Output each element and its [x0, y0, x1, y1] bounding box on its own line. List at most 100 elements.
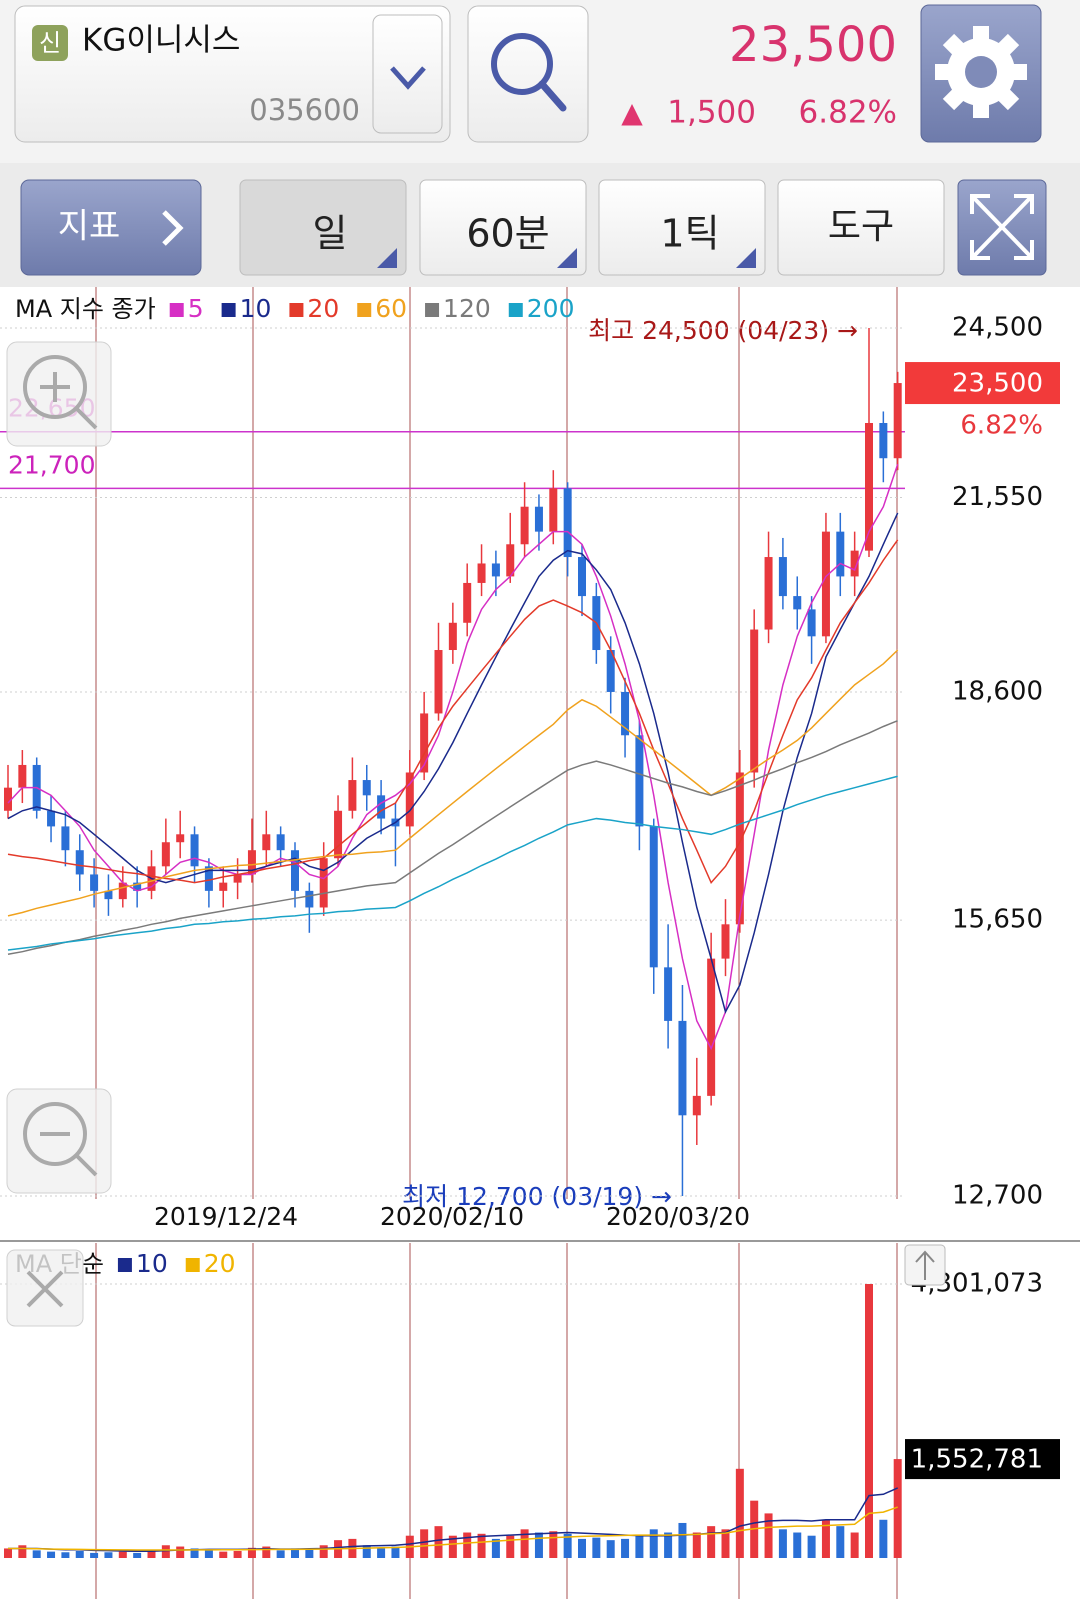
candle-body [305, 890, 314, 908]
y-tick-label: 15,650 [952, 905, 1043, 935]
candle-body [879, 422, 888, 459]
candle-body [807, 609, 816, 637]
price-line-label: 21,700 [8, 450, 95, 479]
search-icon [538, 80, 567, 112]
legend-label: 200 [527, 294, 575, 323]
volume-bar [319, 1545, 328, 1558]
change-arrow: ▲ [621, 96, 643, 129]
candle-body [291, 850, 299, 891]
date-label: 2019/12/24 [154, 1202, 298, 1231]
current-volume-tag [905, 1439, 1060, 1480]
period-button[interactable] [598, 179, 766, 276]
candle-body [678, 1020, 687, 1116]
y-tick-label: 24,500 [952, 313, 1043, 343]
candle-body [750, 629, 759, 773]
candle-body [133, 882, 142, 891]
volume-bar [420, 1529, 429, 1558]
volume-bar [534, 1532, 543, 1558]
volume-bar [865, 1284, 873, 1558]
volume-bar [893, 1459, 902, 1558]
candle-body [664, 967, 673, 1021]
zoom-icon [23, 1102, 87, 1166]
volume-bar [520, 1529, 529, 1558]
candle-body [463, 582, 472, 623]
candle-body [247, 850, 256, 875]
volume-bar [649, 1529, 658, 1558]
candle-body [821, 531, 830, 637]
close-icon [26, 1270, 64, 1308]
candle-body [190, 834, 199, 867]
volume-bar [721, 1529, 730, 1558]
candle-body [578, 557, 586, 597]
volume-ma-line [8, 1506, 898, 1551]
candle-body [18, 764, 27, 788]
price: 23,500 [729, 17, 897, 73]
candle-body [606, 650, 615, 692]
candle-body [448, 622, 457, 651]
period-label: 1틱 [660, 212, 719, 256]
stock-box[interactable] [14, 5, 451, 143]
candle-body [161, 842, 170, 867]
volume-bar [635, 1535, 644, 1558]
expand-icon [970, 194, 1034, 260]
volume-bar [133, 1552, 142, 1558]
dropdown-button[interactable] [372, 14, 443, 134]
candle-body [506, 544, 515, 577]
volume-bar [506, 1535, 515, 1558]
candle-body [434, 650, 443, 714]
zoom-icon [40, 372, 98, 430]
candle-body [75, 850, 84, 875]
candle-body [348, 780, 357, 811]
indicator-button[interactable] [20, 179, 202, 276]
volume-bar [233, 1550, 242, 1558]
candle-body [420, 713, 429, 773]
legend-title: MA 지수 종가 [15, 295, 156, 323]
volume-bar [821, 1519, 830, 1558]
period-button[interactable] [239, 179, 407, 276]
candle-body [865, 422, 873, 551]
indicator-label: 지표 [58, 207, 121, 247]
volume-bar [793, 1532, 802, 1558]
candle-body [477, 563, 486, 583]
candle-body [893, 383, 902, 459]
volume-bar [707, 1526, 716, 1558]
ma-line [7, 649, 899, 917]
candle-body [362, 780, 371, 796]
ma-line [7, 719, 898, 956]
candle-body [104, 890, 113, 900]
legend-label: 5 [188, 294, 204, 323]
candle-body [764, 557, 773, 630]
candle-body [47, 810, 56, 827]
volume-bar [678, 1522, 687, 1558]
volume-bar [578, 1538, 586, 1558]
volume-bar [879, 1519, 888, 1558]
date-label: 2020/03/20 [606, 1202, 750, 1231]
volume-bar [47, 1551, 56, 1558]
candle-body [692, 1095, 701, 1116]
legend-swatch [169, 303, 184, 317]
low-annotation: 최저 12,700 (03/19) → [402, 1182, 672, 1211]
candle-body [778, 557, 787, 597]
period-label: 일 [313, 212, 348, 256]
volume-bar [592, 1537, 601, 1558]
zoom-icon [23, 355, 87, 419]
ma-line [7, 775, 898, 951]
period-label: 60분 [466, 212, 549, 256]
legend-label: 20 [307, 294, 339, 323]
volume-bar [104, 1552, 113, 1558]
candle-body [4, 787, 12, 811]
period-button[interactable] [419, 179, 587, 276]
search-button[interactable] [467, 5, 589, 143]
volume-bar [549, 1531, 558, 1558]
change-pct: 6.82% [799, 95, 897, 131]
candle-body [534, 506, 543, 532]
tool-button[interactable] [777, 179, 945, 276]
legend-label: 20 [204, 1249, 236, 1278]
volume-bar [477, 1533, 486, 1558]
volume-bar [291, 1548, 299, 1558]
badge-text: 신 [39, 29, 61, 57]
volume-bar [61, 1552, 70, 1558]
current-volume-label: 1,552,781 [911, 1445, 1043, 1475]
